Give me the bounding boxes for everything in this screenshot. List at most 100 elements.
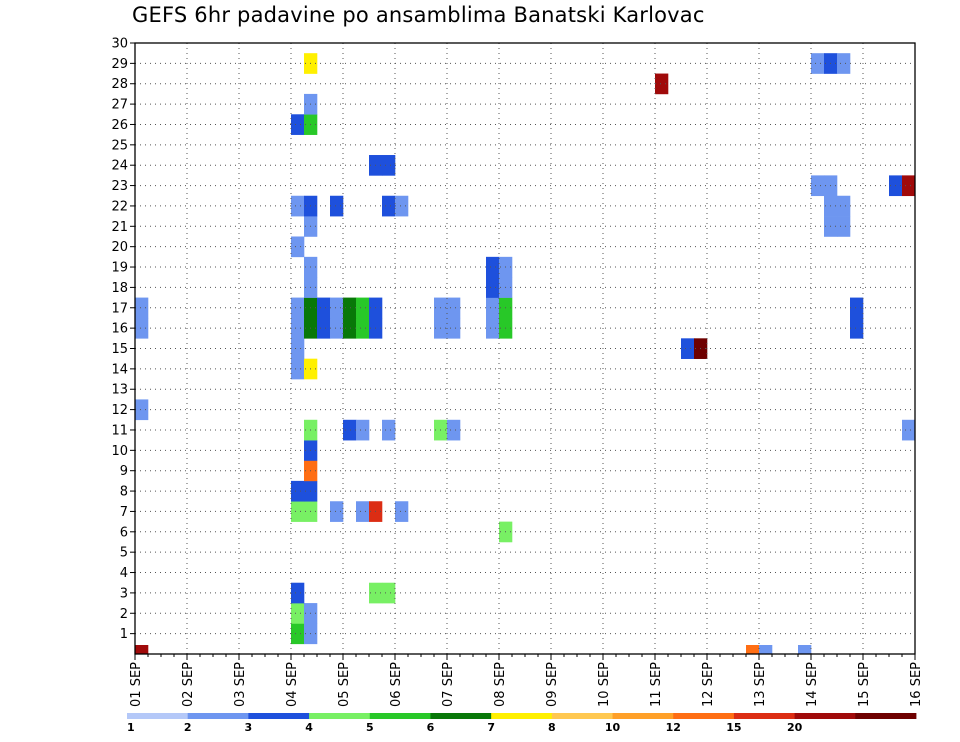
colorbar-swatch xyxy=(248,713,310,719)
heatmap-cell xyxy=(317,317,331,339)
chart-title: GEFS 6hr padavine po ansamblima Banatski… xyxy=(132,3,705,27)
heatmap-cell xyxy=(382,155,396,176)
heatmap-cell xyxy=(837,195,851,217)
heatmap-cell xyxy=(356,419,370,441)
heatmap-cell xyxy=(291,236,305,258)
x-tick-label: 15 SEP xyxy=(857,662,872,707)
y-tick-label: 8 xyxy=(120,485,128,500)
heatmap-cell xyxy=(837,216,851,237)
heatmap-cell xyxy=(330,501,344,522)
heatmap-cell xyxy=(317,297,331,319)
x-tick-label: 09 SEP xyxy=(545,662,560,707)
heatmap-cell xyxy=(447,317,461,339)
heatmap-cell xyxy=(356,501,370,522)
colorbar-label: 1 xyxy=(127,721,135,734)
colorbar-swatch xyxy=(491,713,553,719)
y-tick-label: 30 xyxy=(111,37,128,52)
heatmap-cell xyxy=(291,603,305,624)
colorbar-swatch xyxy=(187,713,249,719)
y-tick-label: 15 xyxy=(111,342,128,357)
grid-layer xyxy=(134,42,916,655)
x-tick-label: 11 SEP xyxy=(649,662,664,707)
y-tick-label: 3 xyxy=(120,586,128,601)
y-tick-label: 12 xyxy=(111,403,128,418)
y-tick-label: 23 xyxy=(111,179,128,194)
colorbar-label: 3 xyxy=(245,721,253,734)
y-tick-label: 10 xyxy=(111,444,128,459)
heatmap-cell xyxy=(291,114,305,135)
x-tick-label: 16 SEP xyxy=(909,662,924,707)
x-tick-label: 02 SEP xyxy=(181,662,196,707)
heatmap-cell xyxy=(291,480,305,502)
x-tick-label: 04 SEP xyxy=(285,662,300,707)
colorbar-label: 2 xyxy=(184,721,192,734)
colorbar-label: 5 xyxy=(366,721,374,734)
colorbar-label: 6 xyxy=(427,721,435,734)
colorbar-label: 15 xyxy=(726,721,741,734)
heatmap-cell xyxy=(356,297,370,319)
heatmap-cell xyxy=(291,623,305,645)
colorbar-swatch xyxy=(794,713,856,719)
colorbar-swatch xyxy=(673,713,735,719)
y-tick-label: 9 xyxy=(120,464,128,479)
cells-layer xyxy=(135,53,916,654)
heatmap-cell xyxy=(291,317,305,339)
heatmap-cell xyxy=(811,53,825,74)
heatmap-cell xyxy=(343,297,357,319)
y-tick-label: 26 xyxy=(111,118,128,133)
colorbar-label: 8 xyxy=(548,721,556,734)
heatmap-cell xyxy=(382,582,396,604)
heatmap-cell xyxy=(356,317,370,339)
colorbar-swatch xyxy=(127,713,189,719)
heatmap-cell xyxy=(291,501,305,522)
y-tick-label: 21 xyxy=(111,220,128,235)
x-tick-label: 12 SEP xyxy=(701,662,716,707)
colorbar-label: 10 xyxy=(605,721,621,734)
heatmap-cell xyxy=(382,195,396,217)
heatmap-cell xyxy=(330,317,344,339)
y-tick-label: 29 xyxy=(111,57,128,72)
y-tick-label: 25 xyxy=(111,138,128,153)
y-tick-label: 28 xyxy=(111,77,128,92)
y-tick-label: 11 xyxy=(111,423,128,438)
heatmap-cell xyxy=(447,297,461,319)
heatmap-cell xyxy=(486,297,500,319)
y-tick-label: 2 xyxy=(120,607,128,622)
heatmap-cell-bottom xyxy=(135,645,149,654)
y-tick-label: 18 xyxy=(111,281,128,296)
colorbar-label: 20 xyxy=(787,721,803,734)
y-tick-label: 1 xyxy=(120,627,128,642)
y-tick-label: 7 xyxy=(120,505,128,520)
heatmap-cell xyxy=(395,195,409,217)
colorbar-swatch xyxy=(612,713,674,719)
heatmap-cell xyxy=(135,399,149,421)
colorbar-label: 12 xyxy=(666,721,681,734)
x-tick-label: 08 SEP xyxy=(493,662,508,707)
heatmap-cell xyxy=(382,419,396,441)
heatmap-cell-bottom xyxy=(798,645,812,654)
colorbar-swatch xyxy=(855,713,917,719)
y-tick-label: 17 xyxy=(111,301,128,316)
heatmap-cell xyxy=(330,195,344,217)
colorbar-label: 4 xyxy=(305,721,313,734)
heatmap-cell xyxy=(811,175,825,197)
colorbar: 1 2 3 4 5 6 7 8 10 12 15 20 xyxy=(127,713,917,734)
colorbar-label: 7 xyxy=(487,721,495,734)
ticks-layer: 1234567891011121314151617181920212223242… xyxy=(111,37,924,707)
heatmap-cell xyxy=(447,419,461,441)
heatmap-cell xyxy=(486,317,500,339)
y-tick-label: 24 xyxy=(111,159,128,174)
y-tick-label: 16 xyxy=(111,322,128,337)
heatmap-cell xyxy=(837,53,851,74)
heatmap-cell-bottom xyxy=(759,645,773,654)
heatmap-cell xyxy=(135,317,149,339)
heatmap-cell xyxy=(343,317,357,339)
x-tick-label: 05 SEP xyxy=(337,662,352,707)
heatmap-cell xyxy=(291,582,305,604)
heatmap-cell xyxy=(850,297,864,319)
y-tick-label: 19 xyxy=(111,261,128,276)
x-tick-label: 14 SEP xyxy=(805,662,820,707)
colorbar-swatch xyxy=(733,713,796,719)
x-tick-label: 07 SEP xyxy=(441,662,456,707)
